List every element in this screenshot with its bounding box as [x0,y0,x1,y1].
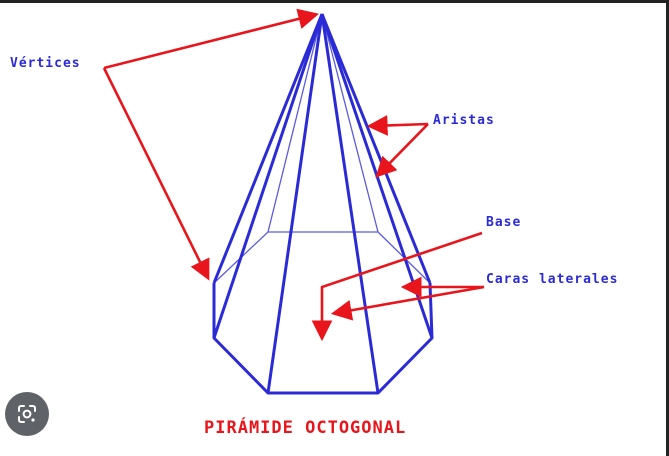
arrow-vertices-base [102,67,210,281]
lateral-edge-1 [212,13,324,284]
arrow-edges-lower [375,123,429,178]
lateral-edge-2 [212,13,324,339]
lateral-edge-4 [320,13,380,394]
arrow-edges-upper [366,115,429,136]
lateral-edge-6 [320,13,432,284]
arrow-lateral-face-left [330,285,485,321]
label-lateral-faces: Caras laterales [486,272,619,287]
google-lens-icon [18,405,36,423]
lateral-edge-3 [266,13,324,394]
arrow-base [311,231,483,342]
arrow-vertices-apex [103,8,320,70]
pyramid-visible-edges [212,13,434,395]
label-base: Base [486,215,522,230]
label-edges: Aristas [433,113,495,128]
label-vertices: Vértices [10,56,81,71]
lateral-edge-5 [320,13,434,339]
base-front-edge [212,282,434,395]
annotation-arrows [102,8,485,342]
hidden-lateral-edge-left [267,13,323,233]
google-lens-button[interactable] [5,392,49,436]
diagram-title: PIRÁMIDE OCTOGONAL [204,418,407,438]
hidden-lateral-edge-right [321,13,379,233]
